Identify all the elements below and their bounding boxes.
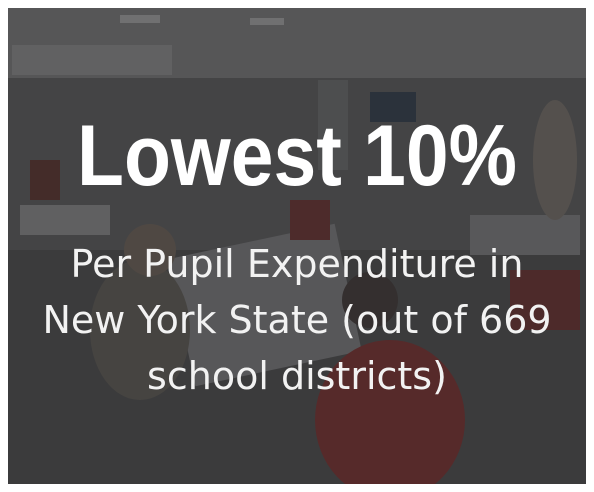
caption-line: New York State (out of 669 xyxy=(42,298,551,342)
classroom-photo xyxy=(8,8,586,484)
caption-line: school districts) xyxy=(147,354,447,398)
caption-line: Per Pupil Expenditure in xyxy=(71,242,524,286)
headline: Lowest 10% xyxy=(77,108,517,204)
